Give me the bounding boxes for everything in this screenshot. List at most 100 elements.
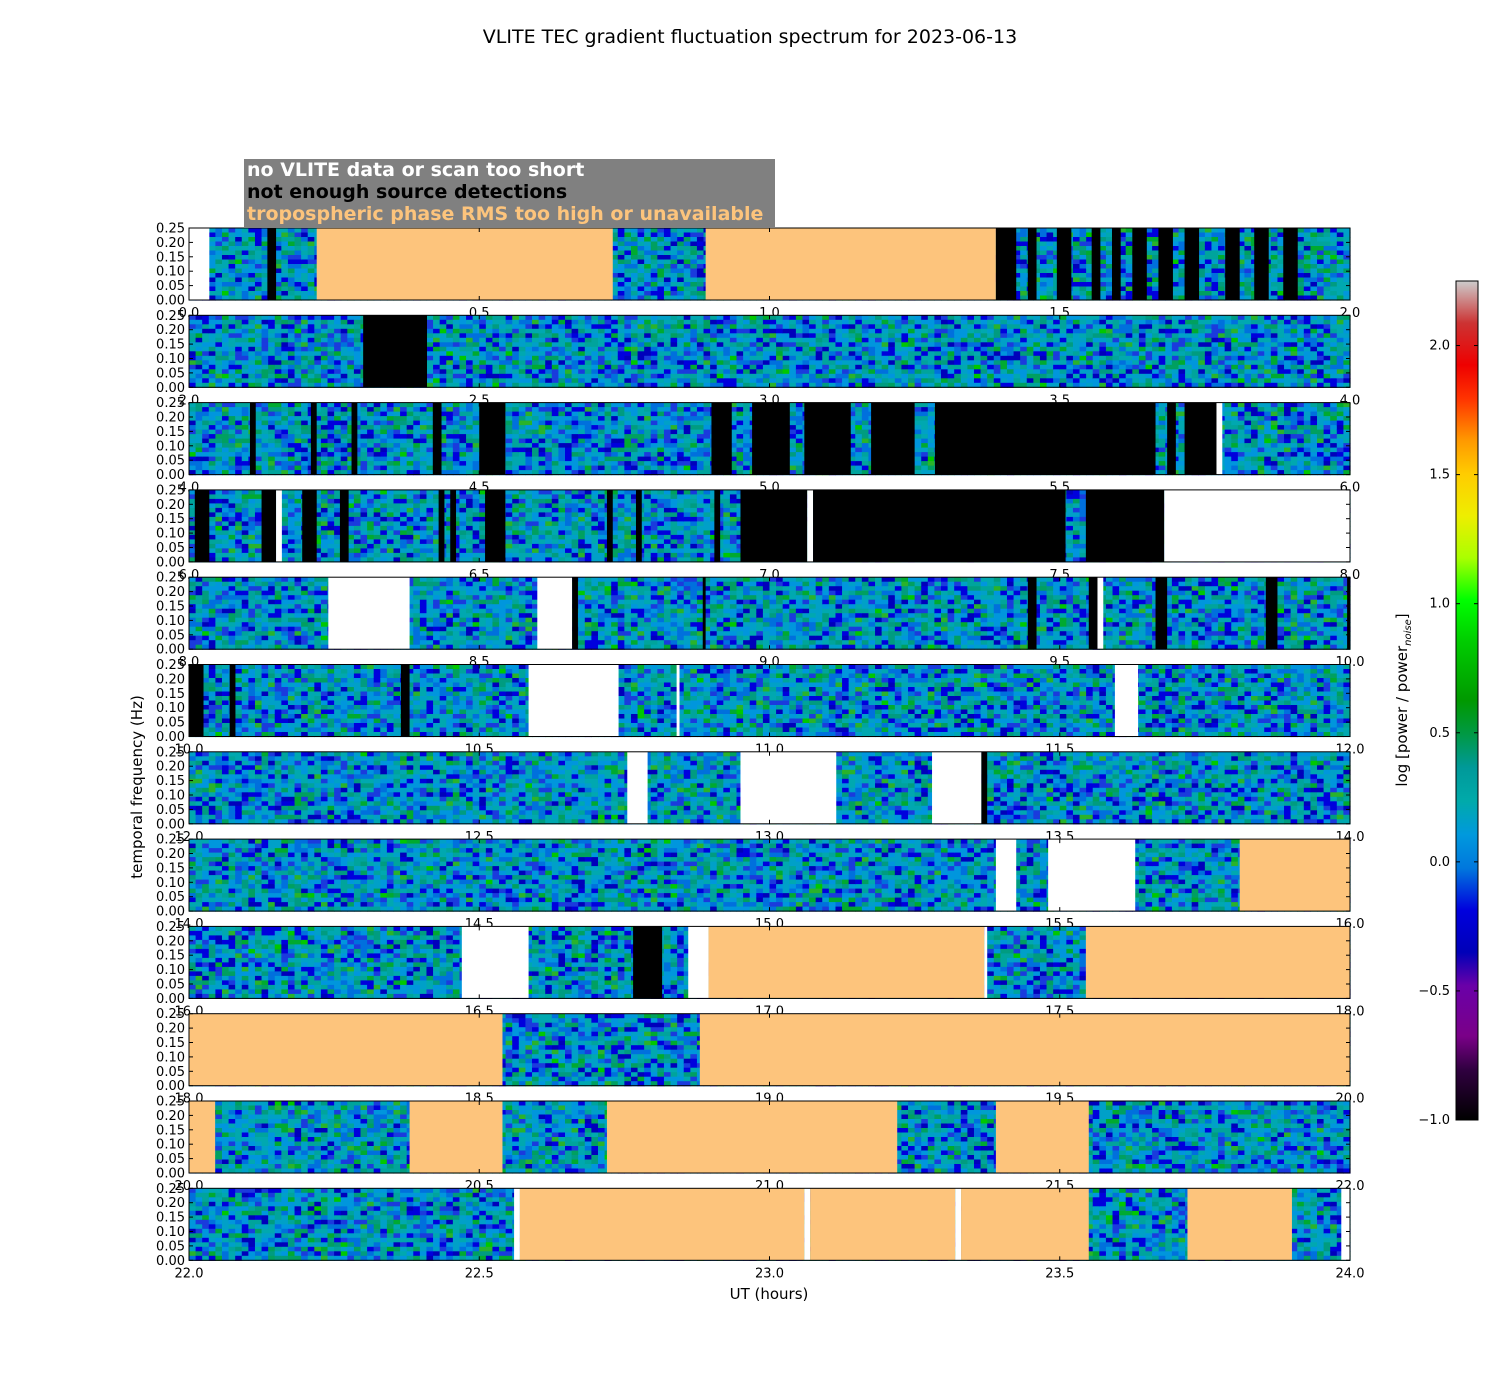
heatmap-cell bbox=[624, 273, 631, 278]
heatmap-cell bbox=[209, 264, 216, 269]
heatmap-cell bbox=[288, 255, 295, 260]
heatmap-cell bbox=[638, 278, 645, 283]
heatmap-cell bbox=[644, 242, 651, 247]
heatmap-cell bbox=[638, 269, 645, 274]
heatmap-cell bbox=[657, 282, 664, 287]
heatmap-cell bbox=[248, 278, 255, 283]
heatmap-cell bbox=[644, 287, 651, 292]
heatmap-cell bbox=[209, 269, 216, 274]
heatmap-cell bbox=[288, 273, 295, 278]
heatmap-cell bbox=[684, 255, 691, 260]
heatmap-cell bbox=[255, 282, 262, 287]
heatmap-cell bbox=[638, 237, 645, 242]
heatmap-cell bbox=[671, 242, 678, 247]
heatmap-cell bbox=[248, 255, 255, 260]
heatmap-cell bbox=[618, 246, 625, 251]
heatmap-cell bbox=[301, 260, 308, 265]
heatmap-cell bbox=[248, 282, 255, 287]
heatmap-cell bbox=[624, 287, 631, 292]
heatmap-cell bbox=[235, 246, 242, 251]
heatmap-cell bbox=[242, 278, 249, 283]
heatmap-cell bbox=[677, 260, 684, 265]
heatmap-cell bbox=[677, 251, 684, 256]
heatmap-cell bbox=[295, 269, 302, 274]
heatmap-cell bbox=[651, 251, 658, 256]
heatmap-cell bbox=[229, 273, 236, 278]
heatmap-cell bbox=[684, 242, 691, 247]
heatmap-cell bbox=[215, 233, 222, 238]
heatmap-cell bbox=[618, 242, 625, 247]
heatmap-cell bbox=[664, 287, 671, 292]
heatmap-cell bbox=[242, 242, 249, 247]
heatmap-cell bbox=[644, 246, 651, 251]
heatmap-cell bbox=[229, 242, 236, 247]
heatmap-cell bbox=[255, 233, 262, 238]
heatmap-cell bbox=[677, 269, 684, 274]
heatmap-cell bbox=[229, 255, 236, 260]
heatmap-cell bbox=[664, 251, 671, 256]
heatmap-cell bbox=[671, 273, 678, 278]
heatmap-cell bbox=[624, 260, 631, 265]
heatmap-cell bbox=[242, 282, 249, 287]
heatmap-cell bbox=[295, 264, 302, 269]
heatmap-cell bbox=[301, 273, 308, 278]
heatmap-cell bbox=[631, 242, 638, 247]
heatmap-cell bbox=[209, 273, 216, 278]
heatmap-cell bbox=[677, 291, 684, 296]
heatmap-cell bbox=[248, 269, 255, 274]
heatmap-cell bbox=[229, 228, 236, 233]
heatmap-cell bbox=[631, 255, 638, 260]
heatmap-cell bbox=[624, 282, 631, 287]
heatmap-cell bbox=[690, 233, 697, 238]
heatmap-cell bbox=[295, 237, 302, 242]
heatmap-cell bbox=[631, 282, 638, 287]
heatmap-cell bbox=[638, 251, 645, 256]
heatmap-cell bbox=[281, 260, 288, 265]
heatmap-cell bbox=[308, 228, 315, 233]
heatmap-cell bbox=[651, 246, 658, 251]
heatmap-cell bbox=[209, 278, 216, 283]
heatmap-cell bbox=[638, 291, 645, 296]
heatmap-cell bbox=[209, 228, 216, 233]
heatmap-cell bbox=[657, 273, 664, 278]
heatmap-cell bbox=[222, 246, 229, 251]
heatmap-cell bbox=[215, 251, 222, 256]
heatmap-cell bbox=[288, 228, 295, 233]
heatmap-cell bbox=[222, 237, 229, 242]
panel-1: 0.250.200.150.100.050.000.0 0.5 1.0 1.5 2.0 bbox=[156, 222, 1360, 322]
heatmap-cell bbox=[677, 273, 684, 278]
heatmap-cell bbox=[618, 287, 625, 292]
heatmap-cell bbox=[657, 260, 664, 265]
heatmap-cell bbox=[255, 251, 262, 256]
heatmap-cell bbox=[664, 278, 671, 283]
heatmap-cell bbox=[684, 287, 691, 292]
heatmap-cell bbox=[684, 260, 691, 265]
heatmap-cell bbox=[664, 233, 671, 238]
heatmap-cell bbox=[215, 228, 222, 233]
heatmap-cell bbox=[308, 233, 315, 238]
heatmap-cell bbox=[235, 228, 242, 233]
heatmap-cell bbox=[651, 291, 658, 296]
heatmap-cell bbox=[215, 246, 222, 251]
heatmap-cell bbox=[248, 251, 255, 256]
heatmap-cell bbox=[624, 278, 631, 283]
heatmap-cell bbox=[644, 269, 651, 274]
heatmap-cell bbox=[295, 255, 302, 260]
heatmap-cell bbox=[618, 273, 625, 278]
heatmap-cell bbox=[229, 278, 236, 283]
heatmap-cell bbox=[229, 251, 236, 256]
heatmap-cell bbox=[255, 260, 262, 265]
heatmap-cell bbox=[215, 278, 222, 283]
heatmap-cell bbox=[295, 260, 302, 265]
heatmap-cell bbox=[229, 287, 236, 292]
heatmap-cell bbox=[235, 291, 242, 296]
heatmap-cell bbox=[235, 264, 242, 269]
heatmap-cell bbox=[651, 233, 658, 238]
heatmap-cell bbox=[651, 242, 658, 247]
heatmap-cell bbox=[248, 228, 255, 233]
heatmap-cell bbox=[638, 282, 645, 287]
heatmap-cell bbox=[235, 251, 242, 256]
heatmap-cell bbox=[690, 269, 697, 274]
heatmap-cell bbox=[215, 255, 222, 260]
heatmap-cell bbox=[229, 282, 236, 287]
